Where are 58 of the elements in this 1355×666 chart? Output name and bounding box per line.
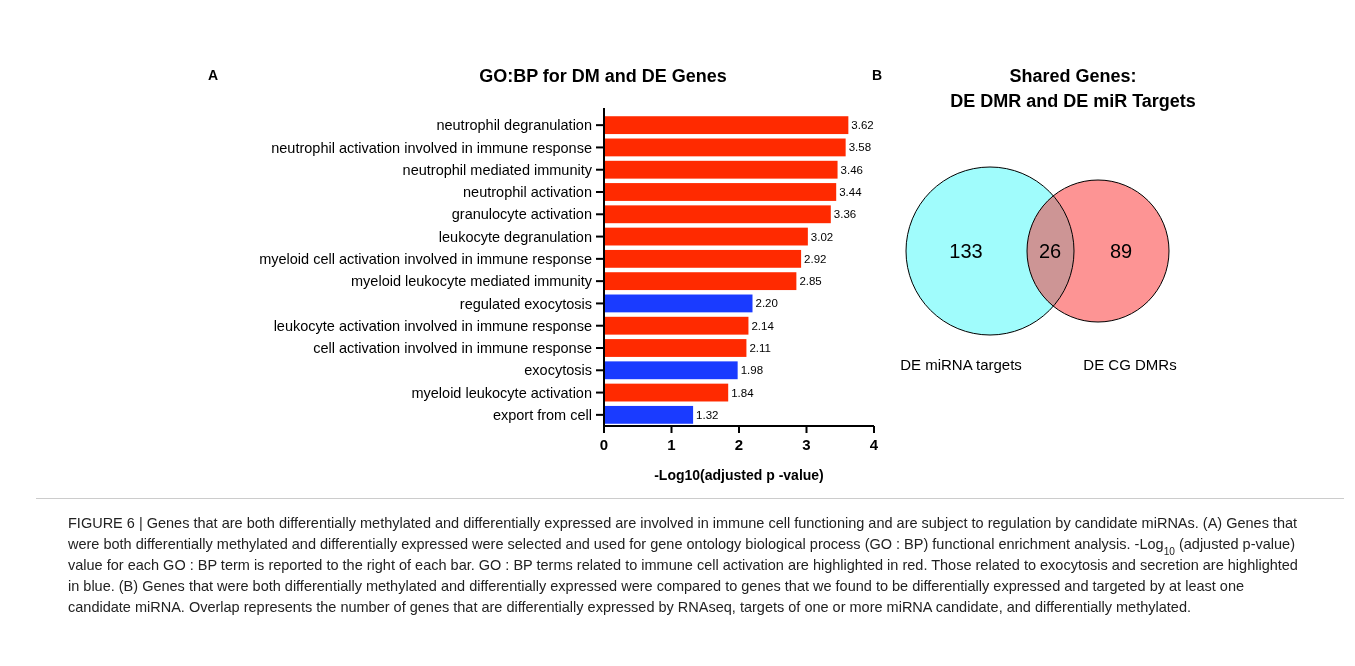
y-tick-label: neutrophil mediated immunity <box>402 161 593 178</box>
y-tick-label: neutrophil activation involved in immune response <box>271 139 592 156</box>
data-label: 2.20 <box>755 297 778 310</box>
y-tick-label: neutrophil activation <box>463 184 592 201</box>
bar <box>604 160 838 179</box>
y-tick-label: cell activation involved in immune response <box>313 340 592 357</box>
y-tick-label: myeloid leukocyte activation <box>411 384 592 401</box>
data-label: 1.84 <box>731 386 755 399</box>
y-tick-label: granulocyte activation <box>451 206 592 223</box>
y-tick-label: neutrophil degranulation <box>436 117 592 134</box>
bar <box>604 405 694 424</box>
y-tick-label: exocytosis <box>524 362 592 379</box>
bar <box>604 294 753 313</box>
text: A <box>208 67 219 83</box>
data-label: 89 <box>1109 240 1133 262</box>
bar <box>604 383 729 402</box>
bar <box>604 227 808 246</box>
bar <box>604 361 738 380</box>
x-tick-label: 4 <box>869 436 879 453</box>
data-label: 133 <box>949 240 983 262</box>
chart-title: GO:BP for DM and DE Genes <box>479 66 727 86</box>
data-label: 3.02 <box>810 230 834 243</box>
data-label: 3.62 <box>851 119 874 132</box>
bar <box>604 116 849 135</box>
data-label: 2.92 <box>804 252 827 265</box>
y-tick-label: export from cell <box>492 406 592 423</box>
data-label: 1.98 <box>740 364 764 377</box>
caption: FIGURE 6 | Genes that are both differentially methylated and differentially expressed are involved in immune cell functioning and are subject to regulation by candidate miRNAs. (A) Genes that were both differentially methylated and differentially expressed were selected and used for gene ontology biological process (GO : BP) functional enrichment analysis. -Log$_{10}$ (adjusted p-value) value for each GO : BP term is reported to the right of each bar. GO : BP terms related to immune cell activation are highlighted in red. Those related to exocytosis and secretion are highlighted in blue. (B) Genes that were both differentially methylated and differentially expressed were compared to genes that we found to be differentially expressed and targeted by at least one candidate miRNA. Overlap represents the number of genes that are differentially expressed by RNAseq, targets of one or more miRNA candidate, and differentially methylated. <box>67 515 1298 615</box>
y-tick-label: leukocyte activation involved in immune response <box>273 317 592 334</box>
data-label: 2.14 <box>751 319 775 332</box>
x-tick-label: 3 <box>802 436 811 453</box>
bar <box>604 205 831 224</box>
bar <box>604 339 747 357</box>
bar <box>604 316 749 335</box>
bar <box>604 183 837 201</box>
category-label: DE miRNA targets <box>900 356 1022 373</box>
x-tick-label: 2 <box>734 436 744 453</box>
x-axis-title: -Log10(adjusted p -value) <box>654 467 824 483</box>
bar <box>604 138 846 157</box>
y-tick-label: leukocyte degranulation <box>438 228 592 245</box>
category-label: DE CG DMRs <box>1083 356 1177 373</box>
data-label: 26 <box>1038 240 1062 262</box>
y-tick-label: regulated exocytosis <box>459 295 592 312</box>
text: B <box>872 67 883 83</box>
y-tick-label: myeloid leukocyte mediated immunity <box>351 273 593 290</box>
data-label: 3.44 <box>839 186 863 199</box>
y-tick-label: myeloid cell activation involved in immune response <box>259 250 592 267</box>
data-label: 3.36 <box>833 208 857 221</box>
bar <box>604 249 802 268</box>
bar <box>604 272 797 291</box>
x-tick-label: 0 <box>599 436 609 453</box>
data-label: 3.46 <box>840 163 863 176</box>
text: Shared Genes: DE DMR and DE miR Targets <box>950 66 1196 111</box>
data-label: 1.32 <box>696 408 719 421</box>
data-label: 2.11 <box>749 342 771 355</box>
data-label: 3.58 <box>848 141 872 154</box>
x-tick-label: 1 <box>667 436 676 453</box>
data-label: 2.85 <box>799 275 822 288</box>
